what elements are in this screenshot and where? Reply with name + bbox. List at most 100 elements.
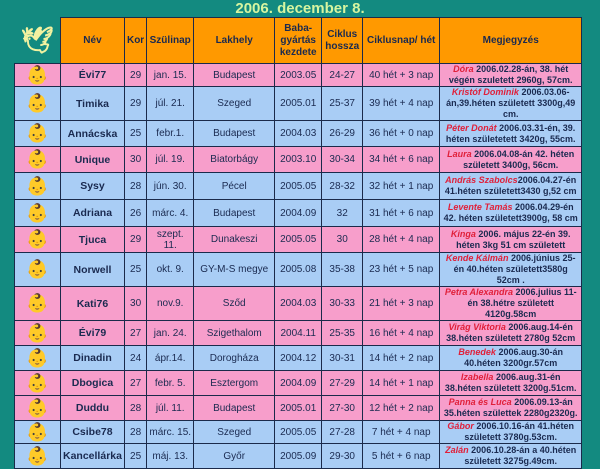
note-text: 2006.aug.14-én 38.héten született 2780g … xyxy=(446,322,576,343)
cycle-day-cell: 32 hét + 1 nap xyxy=(362,172,441,200)
note-cell: Levente Tamás 2006.04.29-én 42. héten sz… xyxy=(439,199,583,227)
baby-icon: 👶 xyxy=(14,395,61,421)
name-cell: Csibe78 xyxy=(60,420,125,444)
table-row: 👶 Évi77 29 jan. 15. Budapest 2003.05 24-… xyxy=(14,63,583,87)
cycle-day-cell: 28 hét + 4 nap xyxy=(362,226,441,253)
cycle-day-cell: 36 hét + 0 nap xyxy=(362,120,441,147)
baby-icon: 👶 xyxy=(14,63,61,87)
cycle-cell: 25-35 xyxy=(321,320,364,346)
table-row: 👶 Évi79 27 jan. 24. Szigethalom 2004.11 … xyxy=(14,320,583,346)
note-cell: Panna és Luca 2006.09.13-án 35.héten szü… xyxy=(439,395,583,421)
table-row: 👶 Kati76 30 nov.9. Sződ 2004.03 30-33 21… xyxy=(14,286,583,321)
start-cell: 2004.09 xyxy=(274,370,323,396)
baby-icon: 👶 xyxy=(14,120,61,147)
baby-name: Gábor xyxy=(447,421,474,432)
note-cell: Kristóf Dominik 2006.03.06-án,39.héten s… xyxy=(439,86,583,121)
header-megjegyzes: Megjegyzés xyxy=(439,17,583,64)
birthday-cell: máj. 13. xyxy=(146,443,195,469)
baby-icon: 👶 xyxy=(14,286,61,321)
baby-icon: 👶 xyxy=(14,420,61,444)
cycle-day-cell: 21 hét + 3 nap xyxy=(362,286,441,321)
baby-icon: 👶 xyxy=(14,370,61,396)
baby-name: Levente Tamás xyxy=(447,202,513,212)
baby-icon: 👶 xyxy=(14,320,61,346)
cycle-cell: 29-30 xyxy=(321,443,364,469)
header-nev: Név xyxy=(60,17,125,64)
cycle-day-cell: 39 hét + 4 nap xyxy=(362,86,441,121)
city-cell: Esztergom xyxy=(193,370,276,396)
birthday-cell: okt. 9. xyxy=(146,252,195,287)
start-cell: 2004.11 xyxy=(274,320,323,346)
city-cell: Budapest xyxy=(193,63,276,87)
header-kor: Kor xyxy=(123,17,148,64)
baby-name: Péter Donát xyxy=(446,122,497,133)
cycle-cell: 30-31 xyxy=(321,345,364,371)
note-cell: Zalán 2006.10.28-án a 40.héten született… xyxy=(439,443,583,469)
baby-name: Kende Kálmán xyxy=(445,253,509,264)
cycle-day-cell: 14 hét + 1 nap xyxy=(362,370,441,396)
birthday-cell: febr. 5. xyxy=(146,370,195,396)
header-babagyartas: Baba-gyártás kezdete xyxy=(274,17,323,64)
baby-name: Panna és Luca xyxy=(448,397,512,407)
baby-icon: 👶 xyxy=(14,443,61,469)
age-cell: 25 xyxy=(123,120,148,147)
start-cell: 2003.10 xyxy=(274,146,323,173)
start-cell: 2004.12 xyxy=(274,345,323,371)
age-cell: 30 xyxy=(123,286,148,321)
note-cell: Kende Kálmán 2006.június 25-én 40.héten … xyxy=(439,252,583,287)
note-text: 2006.03.31-én, 39. héten születetett 342… xyxy=(445,122,576,144)
note-text: 2006.02.28-án, 38. hét végén szuletett 2… xyxy=(448,64,573,86)
baby-name: Dóra xyxy=(453,64,474,75)
cycle-cell: 30-34 xyxy=(321,146,364,173)
start-cell: 2005.08 xyxy=(274,252,323,287)
city-cell: Szeged xyxy=(193,86,276,121)
cycle-day-cell: 40 hét + 3 nap xyxy=(362,63,441,87)
header-row: 🕊 Név Kor Szülinap Lakhely Baba-gyártás … xyxy=(14,17,583,64)
cycle-cell: 27-28 xyxy=(321,420,364,444)
cycle-day-cell: 31 hét + 6 nap xyxy=(362,199,441,227)
cycle-day-cell: 23 hét + 5 nap xyxy=(362,252,441,287)
age-cell: 29 xyxy=(123,86,148,121)
table-row: 👶 Annácska 25 febr.1. Budapest 2004.03 2… xyxy=(14,120,583,147)
start-cell: 2005.09 xyxy=(274,443,323,469)
note-text: 2006.04.29-én 42. héten született3900g, … xyxy=(443,202,578,223)
cycle-cell: 26-29 xyxy=(321,120,364,147)
name-cell: Kati76 xyxy=(60,286,125,321)
birthday-cell: márc. 15. xyxy=(146,420,195,444)
age-cell: 24 xyxy=(123,345,148,371)
name-cell: Unique xyxy=(60,146,125,173)
note-text: 2006.04.08-án 42. héten született 3400g,… xyxy=(463,148,575,170)
baby-name: Benedek xyxy=(458,347,496,357)
stork-icon: 🕊 xyxy=(14,17,61,64)
age-cell: 29 xyxy=(123,63,148,87)
city-cell: GY-M-S megye xyxy=(193,252,276,287)
name-cell: Évi77 xyxy=(60,63,125,87)
start-cell: 2004.03 xyxy=(274,120,323,147)
baby-icon: 👶 xyxy=(14,226,61,253)
name-cell: Kancellárka xyxy=(60,443,125,469)
cycle-cell: 28-32 xyxy=(321,172,364,200)
name-cell: Annácska xyxy=(60,120,125,147)
header-ciklus: Ciklus hossza xyxy=(321,17,364,64)
members-table: 🕊 Név Kor Szülinap Lakhely Baba-gyártás … xyxy=(14,17,583,469)
age-cell: 27 xyxy=(123,370,148,396)
baby-icon: 👶 xyxy=(14,172,61,200)
start-cell: 2005.05 xyxy=(274,226,323,253)
page-title: 2006. december 8. xyxy=(235,0,365,17)
note-text: 2006.03.06-án,39.héten született 3300g,4… xyxy=(446,87,576,120)
city-cell: Dunakeszi xyxy=(193,226,276,253)
name-cell: Adriana xyxy=(60,199,125,227)
cycle-day-cell: 34 hét + 6 nap xyxy=(362,146,441,173)
note-cell: Dóra 2006.02.28-án, 38. hét végén szulet… xyxy=(439,63,583,87)
start-cell: 2004.03 xyxy=(274,286,323,321)
note-cell: Kinga 2006. május 22-én 39. héten 3kg 51… xyxy=(439,226,583,253)
name-cell: Duddu xyxy=(60,395,125,421)
table-row: 👶 Tjuca 29 szept. 11. Dunakeszi 2005.05 … xyxy=(14,226,583,253)
baby-icon: 👶 xyxy=(14,199,61,227)
cycle-cell: 35-38 xyxy=(321,252,364,287)
note-text: 2006.június 25-én 40.héten született3580… xyxy=(453,253,576,286)
name-cell: Dinadin xyxy=(60,345,125,371)
table-row: 👶 Dbogica 27 febr. 5. Esztergom 2004.09 … xyxy=(14,370,583,396)
note-text: 2006.10.28-án a 40.héten született 3275g… xyxy=(464,445,577,466)
birthday-cell: júl. 19. xyxy=(146,146,195,173)
